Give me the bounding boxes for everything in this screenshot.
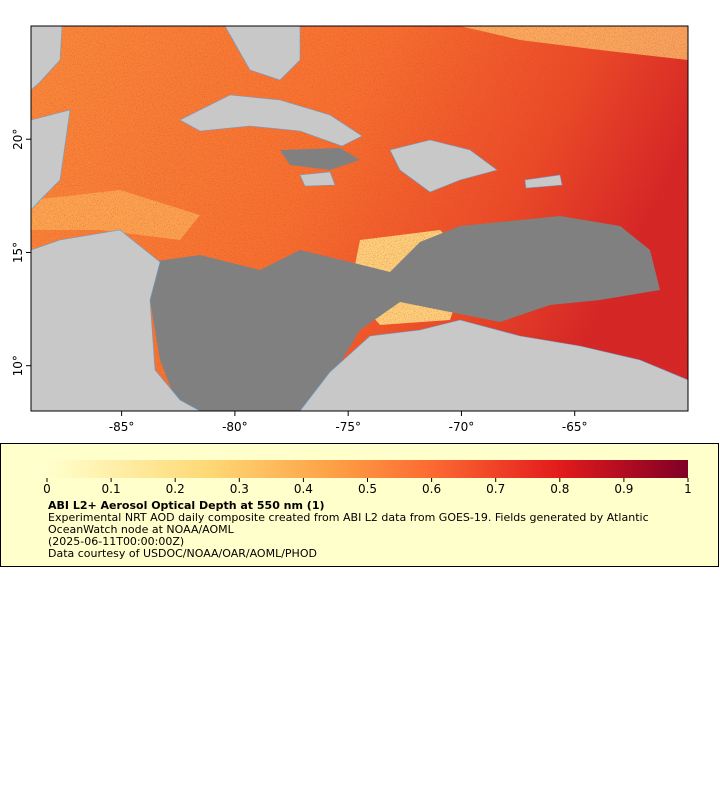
x-tick-label: -85° (109, 420, 135, 434)
cloud-mask (280, 148, 360, 170)
colorbar-tick-label: 0 (43, 482, 51, 496)
colorbar-tick-label: 0.7 (486, 482, 505, 496)
y-tick-label: 10° (11, 355, 25, 376)
colorbar-tick-label: 0.8 (550, 482, 569, 496)
colorbar (47, 460, 688, 478)
land (31, 26, 688, 411)
x-tick-label: -80° (222, 420, 248, 434)
x-tick-label: -65° (562, 420, 588, 434)
colorbar-tick-label: 0.1 (102, 482, 121, 496)
colorbar-tick-label: 0.5 (358, 482, 377, 496)
colorbar-tick-label: 0.9 (614, 482, 633, 496)
colorbar-tick-label: 0.4 (294, 482, 313, 496)
map-frame (30, 25, 689, 412)
caption: ABI L2+ Aerosol Optical Depth at 550 nm … (48, 500, 688, 560)
cloud-mask (150, 216, 660, 411)
caption-title: ABI L2+ Aerosol Optical Depth at 550 nm … (48, 499, 325, 512)
y-tick-label: 15° (11, 242, 25, 263)
colorbar-tick-label: 1 (684, 482, 692, 496)
caption-credit: Data courtesy of USDOC/NOAA/OAR/AOML/PHO… (48, 547, 317, 560)
colorbar-tick-label: 0.6 (422, 482, 441, 496)
colorbar-tick-label: 0.3 (230, 482, 249, 496)
x-tick-label: -75° (335, 420, 361, 434)
x-tick-label: -70° (449, 420, 475, 434)
map (31, 26, 688, 411)
caption-time: (2025-06-11T00:00:00Z) (48, 535, 185, 548)
caption-description: Experimental NRT AOD daily composite cre… (48, 511, 649, 536)
colorbar-tick-label: 0.2 (166, 482, 185, 496)
y-tick-label: 20° (11, 129, 25, 150)
